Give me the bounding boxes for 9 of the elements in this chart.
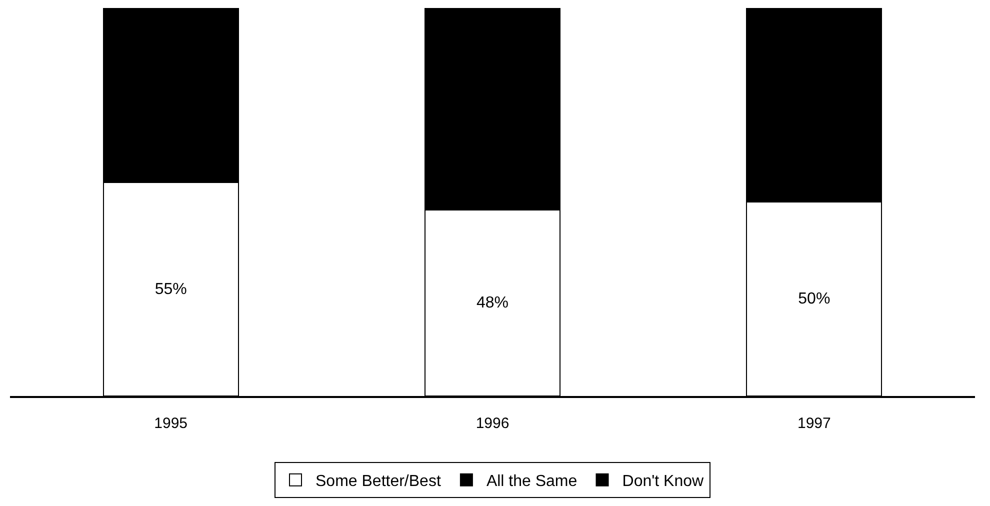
x-tick-label: 1996 bbox=[476, 414, 510, 432]
x-tick-label: 1997 bbox=[797, 414, 831, 432]
x-tick-label: 1995 bbox=[154, 414, 188, 432]
legend-label: Some Better/Best bbox=[316, 473, 442, 490]
legend-label: Don't Know bbox=[622, 473, 704, 490]
legend-label: All the Same bbox=[486, 473, 578, 490]
data-label: 50% bbox=[798, 290, 830, 308]
data-label: 55% bbox=[154, 280, 187, 298]
data-label: 48% bbox=[476, 294, 509, 312]
